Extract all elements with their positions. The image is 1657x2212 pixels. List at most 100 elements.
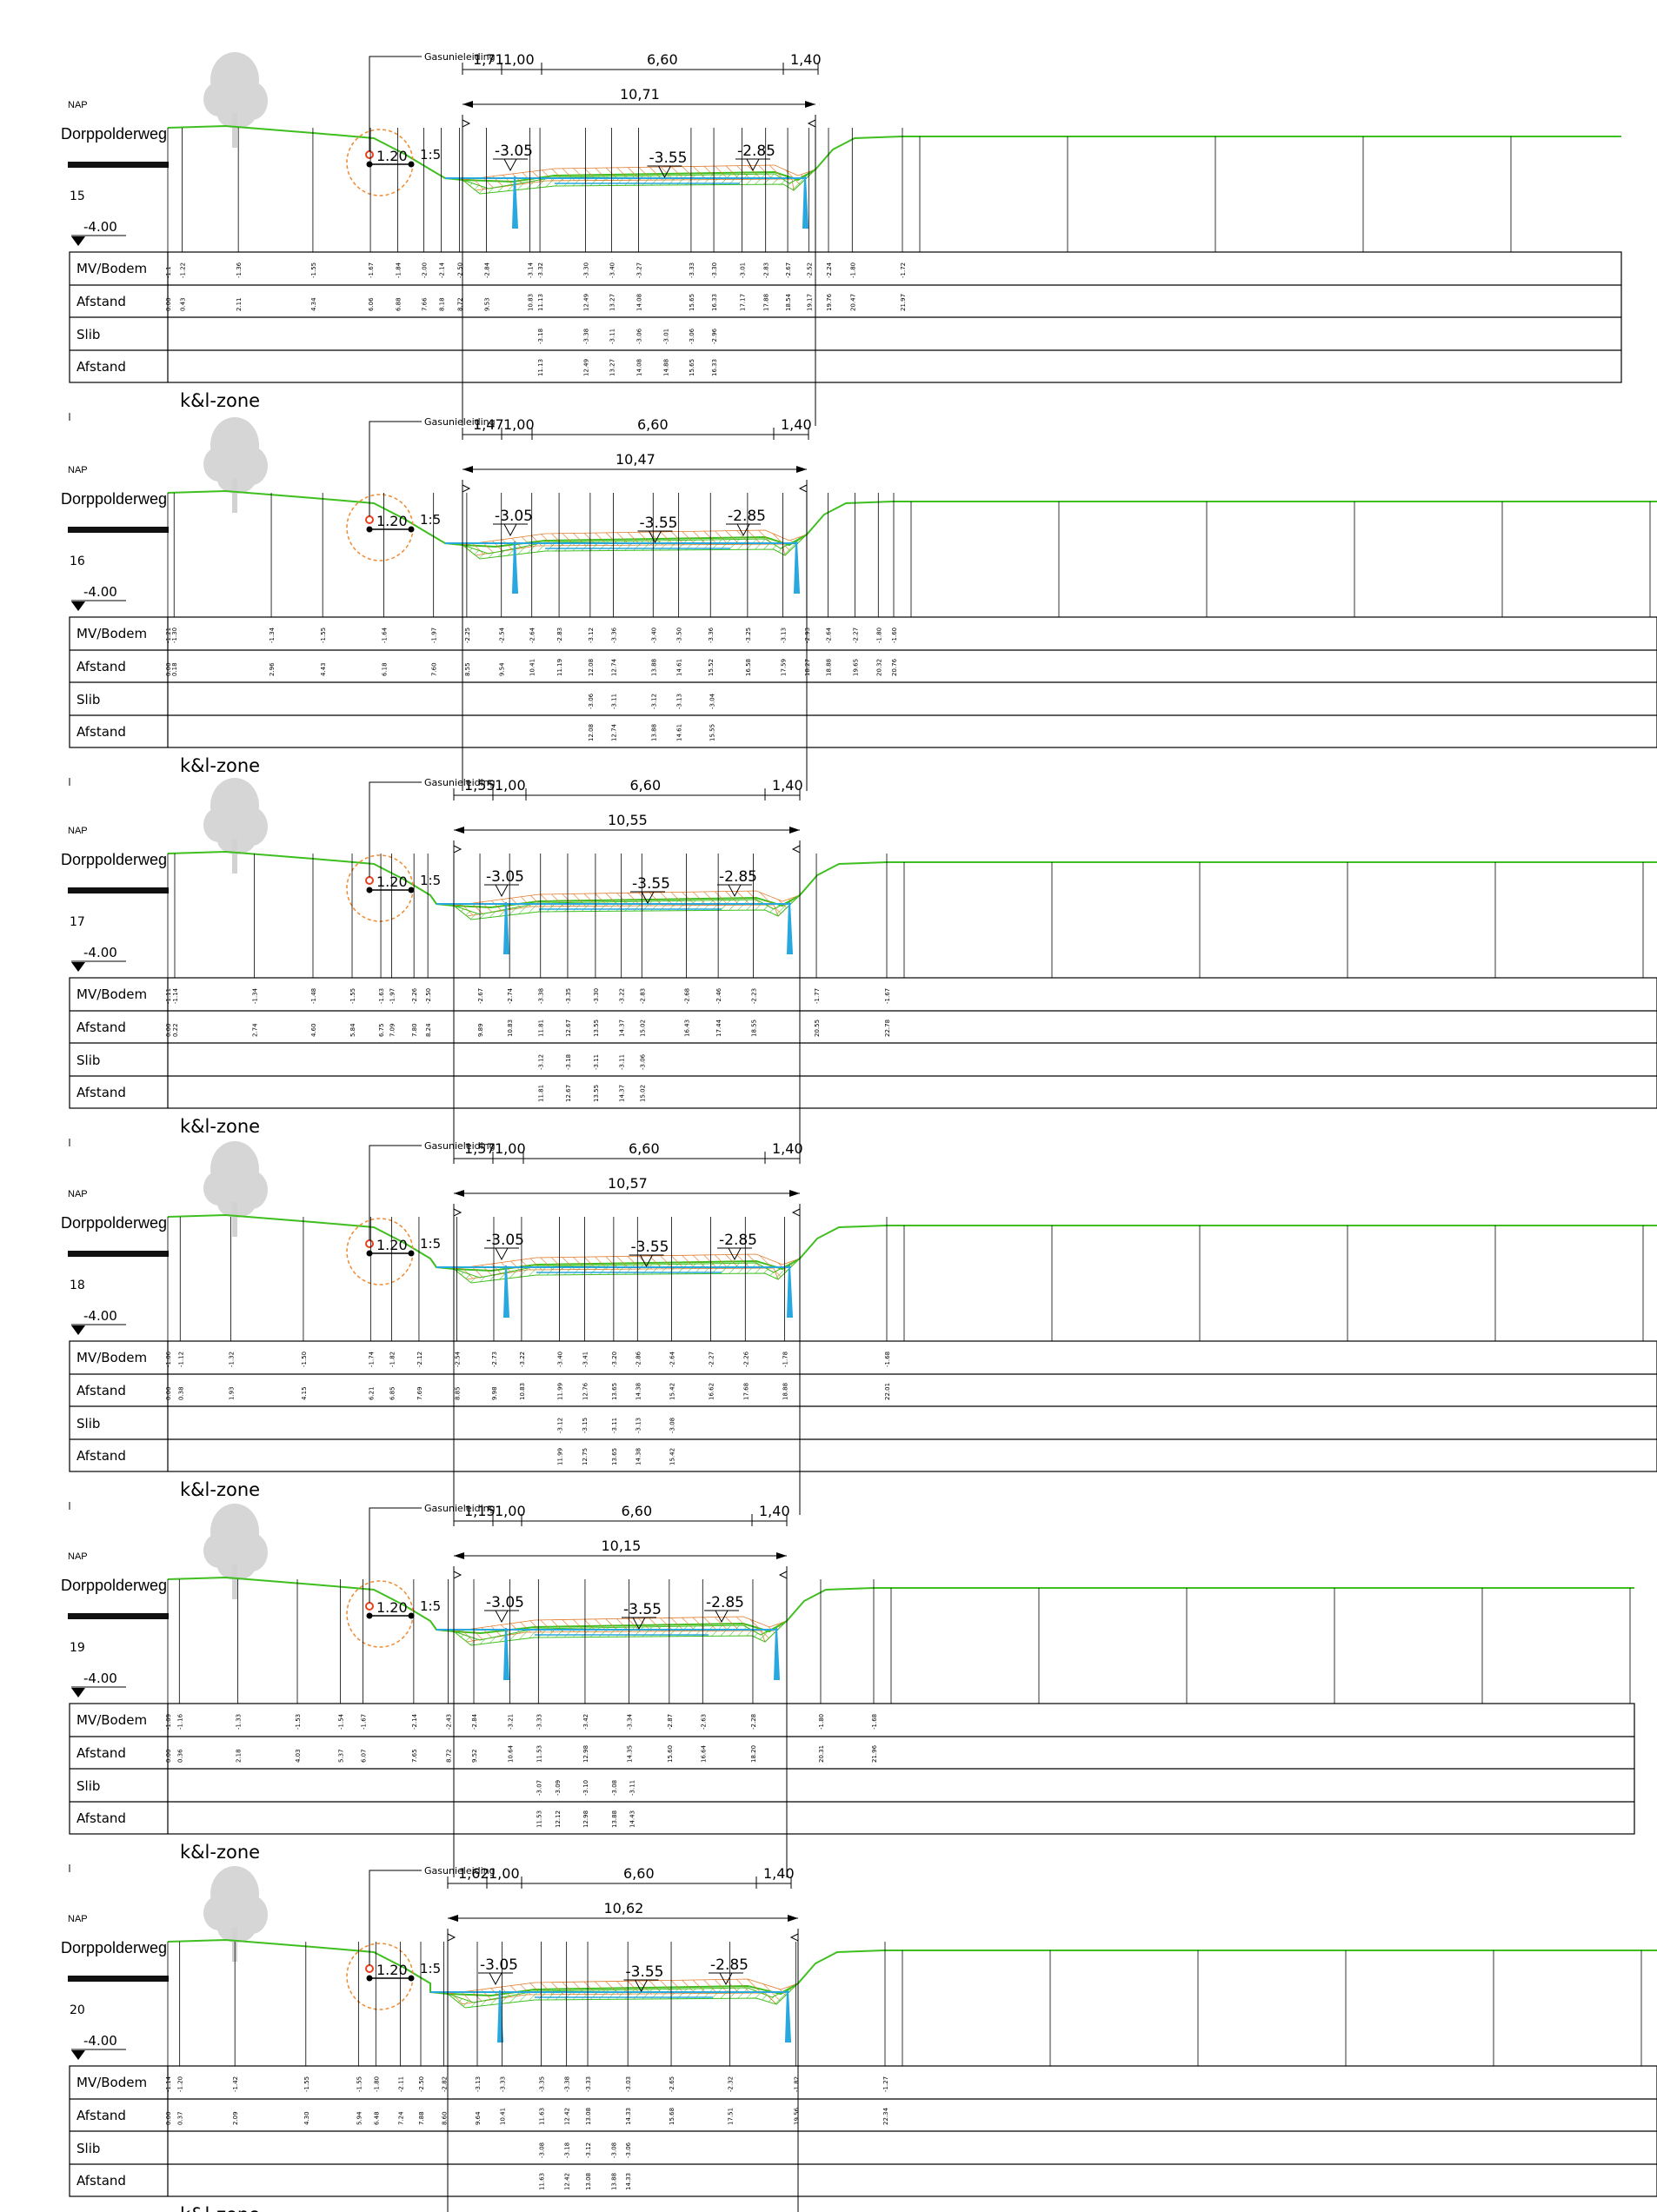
slib-value: -3.13 bbox=[635, 1418, 642, 1433]
dist-value: 14.38 bbox=[635, 1383, 642, 1400]
mv-value: -3.30 bbox=[582, 262, 589, 278]
slib-dist-value: 15.65 bbox=[689, 359, 695, 376]
dist-value: 2.09 bbox=[232, 2111, 239, 2125]
slib-value: -3.08 bbox=[611, 1780, 618, 1796]
row-label-sludge: Slib bbox=[77, 2141, 100, 2156]
slib-dist-value: 16.33 bbox=[711, 359, 718, 376]
dist-value: 9.98 bbox=[491, 1386, 498, 1400]
row-label-ground: MV/Bodem bbox=[77, 1712, 147, 1728]
mv-value: -2.50 bbox=[456, 262, 463, 278]
dist-value: 7.24 bbox=[397, 2111, 404, 2125]
dist-value: 11.53 bbox=[536, 1745, 542, 1763]
dist-value: 19.65 bbox=[852, 659, 859, 676]
level-marker-icon bbox=[746, 158, 760, 172]
slib-dist-value: 15.02 bbox=[639, 1085, 646, 1102]
dist-value: 6.88 bbox=[396, 297, 403, 311]
slib-value: -3.11 bbox=[610, 694, 617, 709]
dist-value: 11.13 bbox=[537, 294, 544, 311]
dim-top-4: 1,40 bbox=[781, 416, 812, 433]
level-marker-icon bbox=[715, 1610, 729, 1624]
slib-dist-value: 14.88 bbox=[662, 359, 669, 376]
dist-value: 18.88 bbox=[782, 1383, 789, 1400]
pipe-depth-text: 1.20 bbox=[376, 1599, 408, 1616]
dist-value: 14.61 bbox=[676, 659, 683, 676]
mv-value: -1.97 bbox=[389, 988, 396, 1004]
row-label-distance: Afstand bbox=[77, 2108, 126, 2123]
level-right-text: -2.85 bbox=[710, 1956, 749, 1974]
road-bar bbox=[68, 887, 169, 893]
level-bottom-text: -3.55 bbox=[640, 515, 678, 532]
mv-value: -1.54 bbox=[338, 1713, 345, 1730]
row-label-ground: MV/Bodem bbox=[77, 261, 147, 276]
slib-dist-value: 14.38 bbox=[635, 1448, 642, 1465]
slib-value: -3.06 bbox=[639, 1053, 646, 1070]
mv-value: -3.40 bbox=[650, 628, 657, 643]
row-label-sludge: Slib bbox=[77, 1053, 100, 1068]
mv-value: -2.50 bbox=[418, 2076, 425, 2092]
mv-value: -1.11 bbox=[165, 988, 172, 1004]
measurement-pole bbox=[502, 1627, 510, 1680]
mv-value: -1.74 bbox=[368, 1351, 375, 1367]
mv-value: -3.34 bbox=[627, 1713, 634, 1730]
slib-dist-value: 14.37 bbox=[619, 1085, 626, 1102]
road-label: Dorppolderweg bbox=[61, 851, 167, 868]
dist-value: 17.17 bbox=[739, 294, 746, 311]
dist-value: 15.02 bbox=[639, 1020, 646, 1037]
slib-value: -3.12 bbox=[650, 694, 657, 709]
level-marker-icon bbox=[632, 1617, 646, 1631]
dist-value: 7.09 bbox=[389, 1023, 396, 1037]
mv-value: -3.25 bbox=[745, 628, 752, 643]
dim-top-2: 1,00 bbox=[489, 1865, 520, 1882]
mv-value: -2.43 bbox=[445, 1714, 452, 1730]
mv-value: -3.14 bbox=[528, 262, 535, 278]
cross-section-16: NAP Dorppolderweg 16 -4.00 MV/Bodem Afst… bbox=[61, 416, 1657, 791]
mv-value: -1.22 bbox=[180, 262, 187, 278]
slib-value: -3.10 bbox=[582, 1780, 589, 1796]
profile-table: MV/Bodem Afstand Slib Afstand bbox=[69, 2065, 1657, 2197]
mv-value: -2.27 bbox=[852, 628, 859, 643]
mv-value: -2.83 bbox=[763, 262, 770, 278]
slope-text: 1:5 bbox=[420, 1961, 441, 1976]
cross-section-19: NAP Dorppolderweg 19 -4.00 MV/Bodem Afst… bbox=[61, 1503, 1635, 1877]
dim-total: 10,57 bbox=[608, 1175, 648, 1192]
dist-value: 8.55 bbox=[464, 662, 471, 676]
mv-value: -1.36 bbox=[236, 262, 243, 278]
level-marker-icon bbox=[736, 523, 750, 537]
mv-value: -2.73 bbox=[491, 1352, 498, 1367]
mv-value: -3.30 bbox=[593, 988, 600, 1004]
dist-value: 14.33 bbox=[625, 2108, 632, 2125]
mv-value: -2.28 bbox=[750, 1714, 757, 1730]
level-right-text: -2.85 bbox=[706, 1594, 744, 1611]
dim-top-3: 6,60 bbox=[623, 1865, 655, 1882]
level-bottom-text: -3.55 bbox=[623, 1601, 662, 1618]
slib-value: -3.15 bbox=[582, 1418, 589, 1433]
dim-top-4: 1,40 bbox=[763, 1865, 795, 1882]
level-triangle-icon bbox=[71, 962, 85, 972]
mv-value: -2.83 bbox=[556, 628, 563, 643]
dist-value: 5.37 bbox=[338, 1749, 345, 1763]
slib-dist-value: 11.99 bbox=[557, 1448, 564, 1465]
section-number: 18 bbox=[70, 1279, 85, 1292]
dist-value: 8.24 bbox=[425, 1023, 432, 1037]
mv-value: -1.50 bbox=[301, 1352, 308, 1367]
mv-value: -1.80 bbox=[818, 1714, 825, 1730]
dist-value: 10.41 bbox=[499, 2108, 506, 2125]
dist-value: 10.83 bbox=[519, 1383, 526, 1400]
dist-value: 22.34 bbox=[882, 2107, 889, 2125]
slib-dist-value: 12.67 bbox=[565, 1085, 572, 1102]
dist-value: 19.17 bbox=[806, 294, 813, 311]
dist-value: 19.56 bbox=[793, 2107, 800, 2125]
mv-value: -1.60 bbox=[891, 628, 898, 643]
slib-dist-value: 12.75 bbox=[582, 1448, 589, 1465]
dist-value: 12.67 bbox=[565, 1020, 572, 1037]
level-left-text: -3.05 bbox=[486, 868, 524, 886]
tree-icon bbox=[203, 1866, 268, 1962]
dist-value: 7.66 bbox=[422, 297, 429, 311]
dist-value: 15.52 bbox=[708, 659, 715, 676]
dim-top-3: 6,60 bbox=[622, 1503, 653, 1519]
pipe-depth-text: 1.20 bbox=[376, 874, 408, 890]
dist-value: 20.76 bbox=[891, 658, 898, 676]
reference-level: -4.00 bbox=[83, 219, 117, 235]
mv-value: -2.64 bbox=[529, 627, 536, 643]
mv-value: -1.09 bbox=[165, 1714, 172, 1730]
